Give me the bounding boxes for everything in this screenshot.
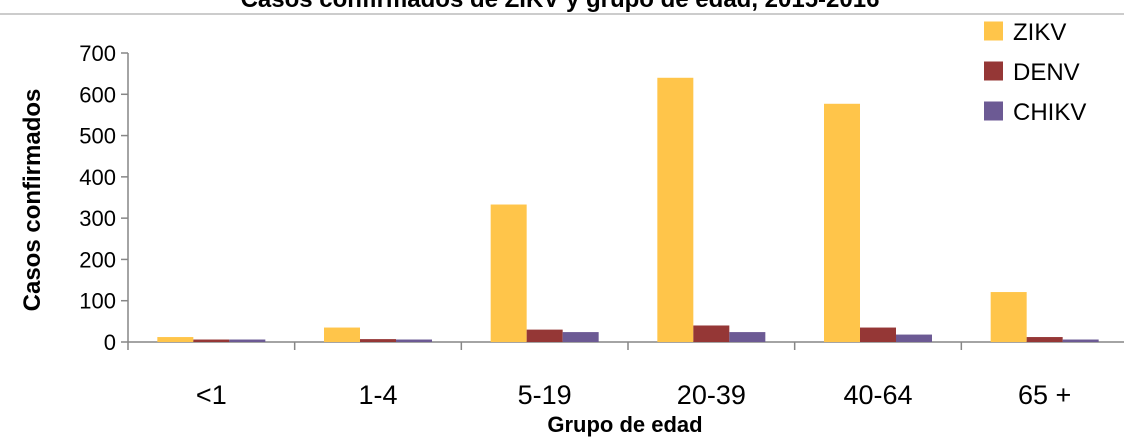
y-tick-label: 300 — [79, 206, 116, 231]
bar-chikv — [1062, 339, 1099, 342]
x-category-label: 5-19 — [518, 380, 572, 410]
bar-denv — [360, 339, 396, 342]
bar-zikv — [990, 292, 1027, 342]
bar-chikv — [396, 339, 432, 342]
x-category-label: 40-64 — [843, 380, 912, 410]
chart-title: Casos confirmados de ZIKV y grupo de eda… — [241, 0, 880, 13]
legend-swatch-chikv — [984, 101, 1003, 121]
y-tick-label: 200 — [79, 247, 116, 272]
bar-denv — [693, 325, 730, 342]
y-tick-label: 0 — [104, 330, 116, 355]
bar-denv — [860, 327, 896, 342]
bar-zikv — [657, 77, 694, 343]
x-category-label: <1 — [196, 380, 227, 410]
y-tick-label: 400 — [79, 165, 116, 190]
bar-chikv — [896, 334, 932, 342]
bar-zikv — [324, 327, 360, 342]
y-axis-label: Casos confirmados — [19, 89, 46, 312]
bar-zikv — [157, 337, 194, 342]
x-axis-label: Grupo de edad — [547, 412, 702, 437]
bar-denv — [1026, 337, 1063, 342]
y-tick-label: 500 — [79, 124, 116, 149]
legend-label-chikv: CHIKV — [1013, 99, 1086, 126]
legend-label-denv: DENV — [1013, 59, 1080, 86]
bar-chikv — [729, 332, 766, 342]
bar-chikv — [562, 332, 599, 342]
bar-denv — [526, 329, 563, 342]
legend: ZIKV DENV CHIKV — [984, 19, 1086, 126]
legend-label-zikv: ZIKV — [1013, 19, 1066, 46]
bar-zikv — [824, 103, 860, 342]
y-tick-label: 700 — [79, 41, 116, 66]
y-tick-label: 600 — [79, 82, 116, 107]
x-category-label: 1-4 — [358, 380, 397, 410]
x-category-label: 20-39 — [677, 380, 746, 410]
y-tick-label: 100 — [79, 289, 116, 314]
bar-chikv — [229, 339, 266, 342]
bar-zikv — [490, 204, 527, 342]
x-category-label: 65 + — [1018, 380, 1071, 410]
plot-area: 0 100 200 300 400 500 600 700 <1 1-4 5-19 20-39 40-6… — [79, 41, 1124, 410]
legend-swatch-zikv — [984, 21, 1003, 41]
bar-denv — [193, 339, 230, 342]
legend-swatch-denv — [984, 61, 1003, 81]
